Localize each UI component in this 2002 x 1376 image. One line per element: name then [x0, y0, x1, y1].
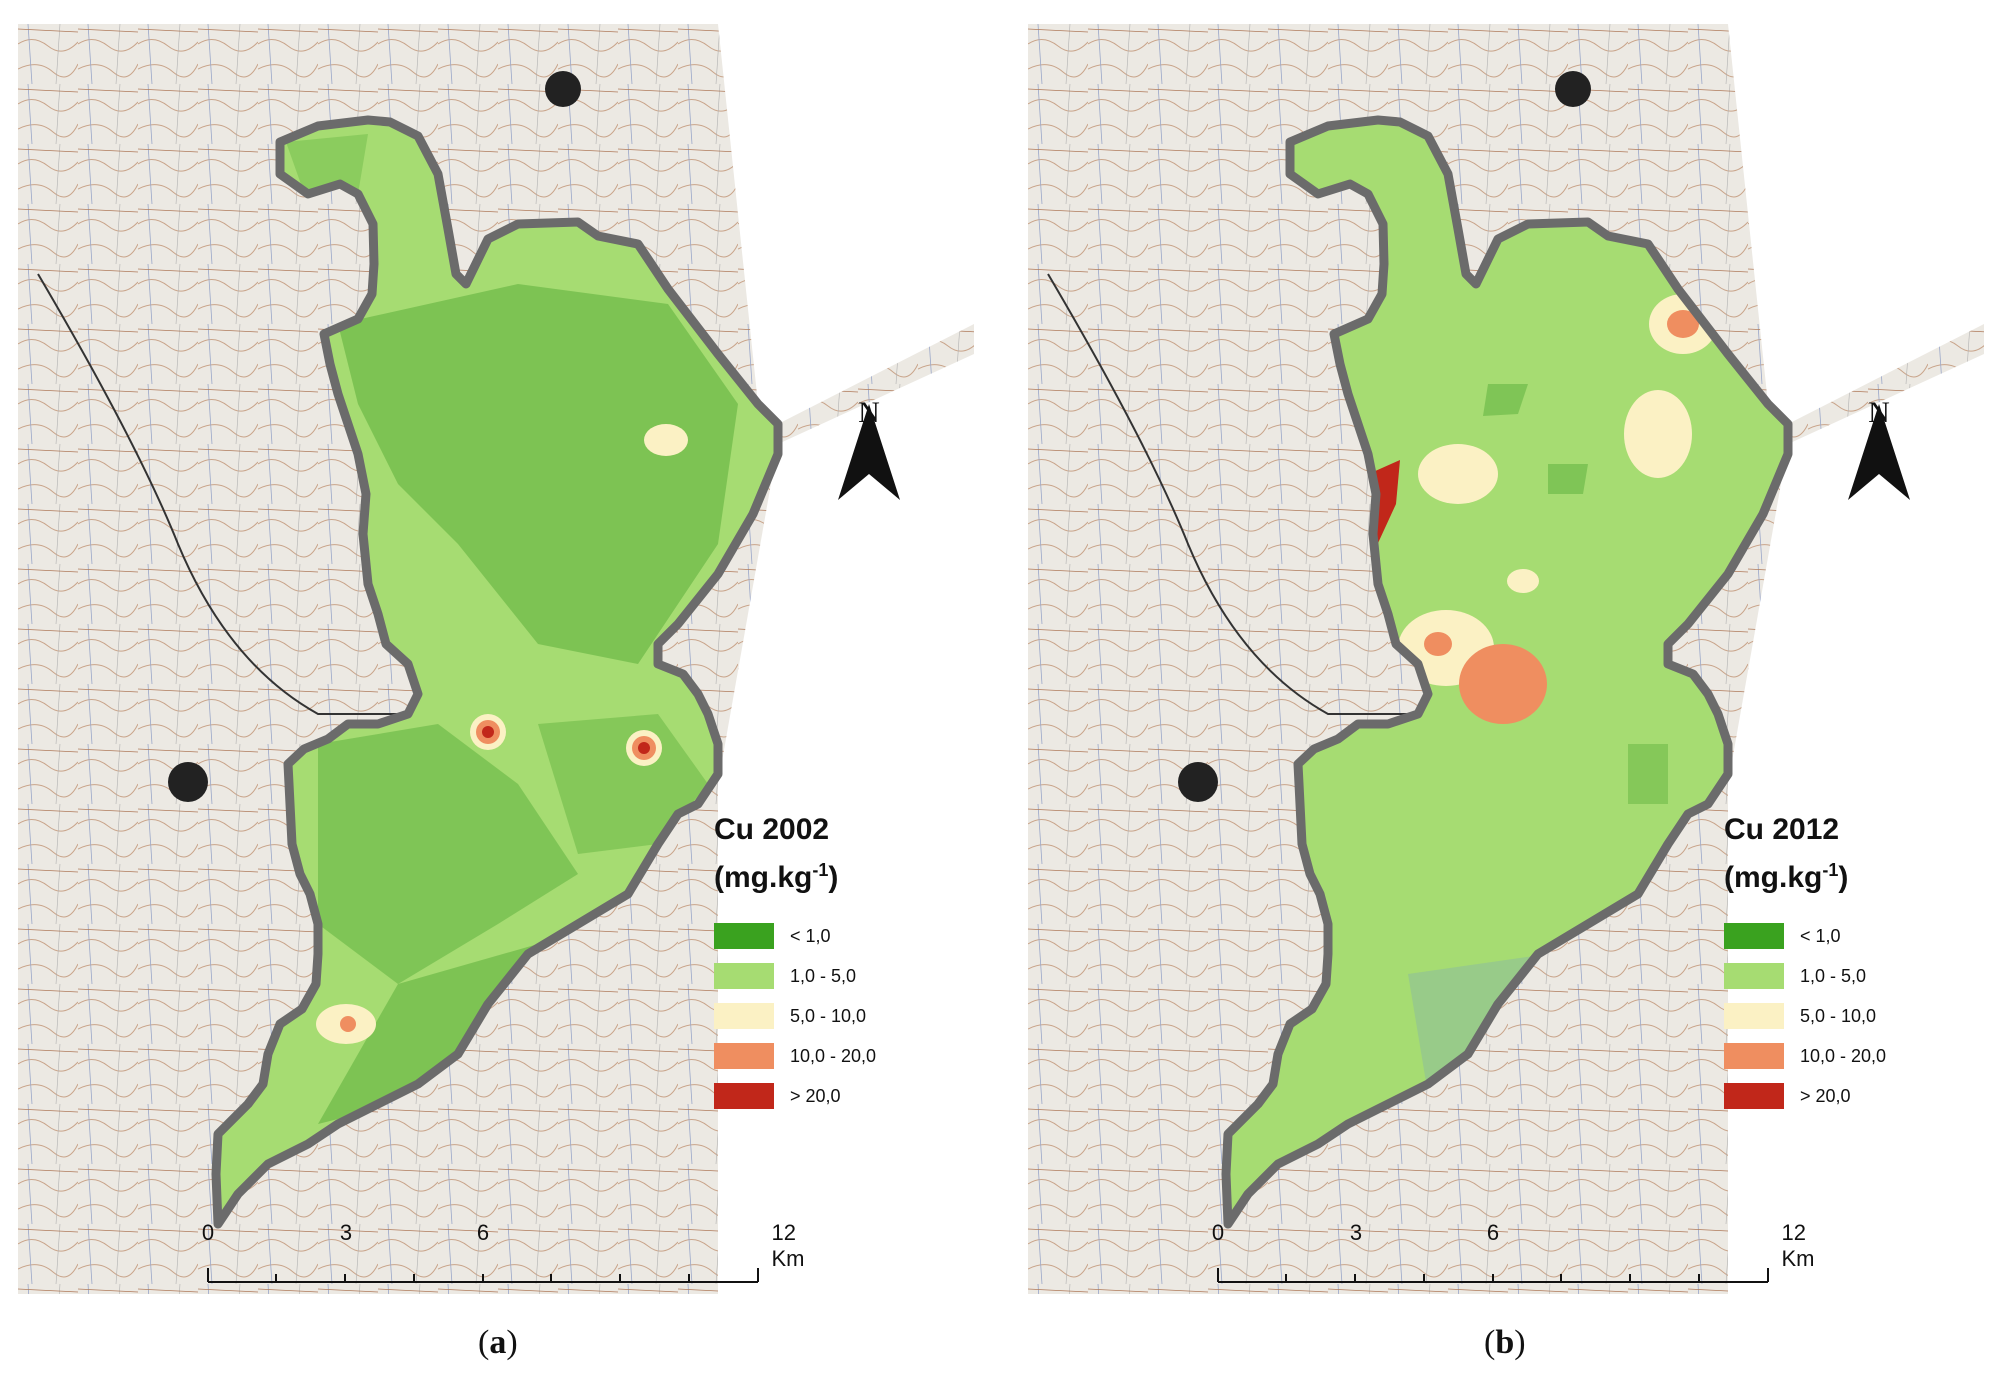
north-arrow: N [834, 396, 904, 566]
legend-swatch [1724, 1083, 1784, 1109]
legend-swatch [1724, 1003, 1784, 1029]
legend-label: 5,0 - 10,0 [1800, 1005, 1877, 1026]
legend-label: > 20,0 [790, 1085, 841, 1106]
legend-item: 1,0 - 5,0 [714, 956, 974, 996]
legend-title: Cu 2002 [714, 813, 830, 846]
scale-bar-graphic [1217, 1268, 1769, 1283]
legend-unit: (mg.kg-1) [714, 860, 839, 894]
north-arrow-icon [1848, 404, 1910, 500]
scale-bar: 0 3 6 12 Km [1198, 1220, 1815, 1300]
legend-items: < 1,0 1,0 - 5,0 5,0 - 10,0 10,0 - 20,0 >… [714, 916, 974, 1116]
legend-item: < 1,0 [1724, 916, 1984, 956]
north-arrow: N [1844, 396, 1914, 566]
legend-label: 5,0 - 10,0 [790, 1005, 867, 1026]
town-marker [1178, 762, 1218, 802]
legend-label: > 20,0 [1800, 1085, 1851, 1106]
legend-label: < 1,0 [790, 925, 831, 946]
legend-item: 5,0 - 10,0 [1724, 996, 1984, 1036]
scale-tick-label: 6 [476, 1220, 490, 1245]
legend-item: 1,0 - 5,0 [1724, 956, 1984, 996]
map-panel-b: N Cu 2012 (mg.kg-1) < 1,0 1,0 - 5,0 5,0 … [1028, 24, 1984, 1304]
railway-line [1047, 273, 1448, 715]
legend-label: 10,0 - 20,0 [1800, 1045, 1887, 1066]
north-arrow-icon [838, 404, 900, 500]
scale-tick-label: 3 [339, 1220, 353, 1245]
scale-bar: 0 3 6 12 Km [188, 1220, 805, 1300]
legend-swatch [1724, 963, 1784, 989]
outside-map-area [718, 354, 974, 1294]
legend-swatch [714, 1043, 774, 1069]
legend-item: > 20,0 [1724, 1076, 1984, 1116]
railway-line [37, 273, 438, 715]
outside-map-area [1728, 354, 1984, 1294]
town-marker [168, 762, 208, 802]
legend-title: Cu 2012 [1724, 813, 1840, 846]
outside-map-area [1728, 24, 1984, 424]
legend-label: 1,0 - 5,0 [1800, 965, 1867, 986]
legend-item: < 1,0 [714, 916, 974, 956]
legend-swatch [714, 1003, 774, 1029]
legend: Cu 2002 (mg.kg-1) < 1,0 1,0 - 5,0 5,0 - … [714, 810, 974, 1116]
legend-swatch [1724, 1043, 1784, 1069]
scale-tick-label: 3 [1349, 1220, 1363, 1245]
legend-items: < 1,0 1,0 - 5,0 5,0 - 10,0 10,0 - 20,0 >… [1724, 916, 1984, 1116]
legend-unit: (mg.kg-1) [1724, 860, 1849, 894]
map-panel-a: N Cu 2002 (mg.kg-1) < 1,0 1,0 - 5,0 5,0 … [18, 24, 974, 1304]
legend-label: 10,0 - 20,0 [790, 1045, 877, 1066]
legend-swatch [1724, 923, 1784, 949]
scale-tick-label: 0 [1211, 1220, 1225, 1245]
scale-tick-label: 6 [1486, 1220, 1500, 1245]
legend-label: 1,0 - 5,0 [790, 965, 857, 986]
legend-label: < 1,0 [1800, 925, 1841, 946]
scale-tick-label: 0 [201, 1220, 215, 1245]
legend: Cu 2012 (mg.kg-1) < 1,0 1,0 - 5,0 5,0 - … [1724, 810, 1984, 1116]
scale-tick-label: 12 Km [1781, 1220, 1815, 1271]
map-canvas-b [1028, 24, 1984, 1294]
scale-tick-label: 12 Km [771, 1220, 805, 1271]
town-marker [1555, 71, 1591, 107]
map-canvas-a [18, 24, 974, 1294]
legend-swatch [714, 923, 774, 949]
legend-item: 10,0 - 20,0 [714, 1036, 974, 1076]
legend-swatch [714, 963, 774, 989]
scale-bar-graphic [207, 1268, 759, 1283]
legend-swatch [714, 1083, 774, 1109]
caption-b: (b) [1484, 1324, 1526, 1361]
caption-a: (a) [478, 1324, 518, 1361]
legend-item: 5,0 - 10,0 [714, 996, 974, 1036]
town-marker [545, 71, 581, 107]
legend-item: 10,0 - 20,0 [1724, 1036, 1984, 1076]
outside-map-area [718, 24, 974, 424]
legend-item: > 20,0 [714, 1076, 974, 1116]
